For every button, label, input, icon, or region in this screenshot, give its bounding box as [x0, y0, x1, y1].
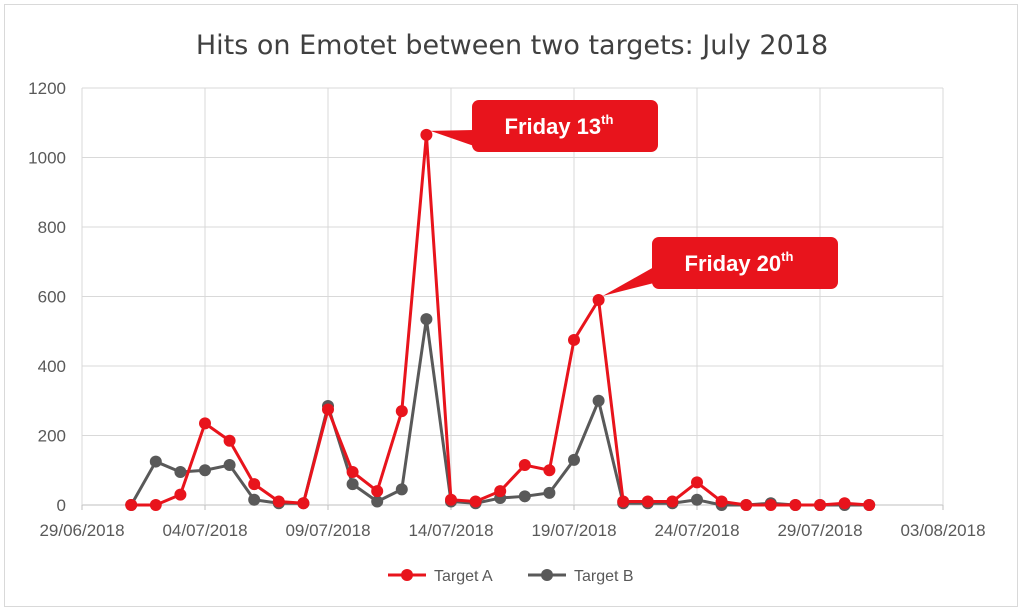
data-point-target-b — [518, 490, 531, 503]
y-tick-label: 1200 — [28, 79, 66, 98]
data-point-target-a — [420, 128, 433, 141]
callout-box — [652, 237, 838, 289]
chart-title: Hits on Emotet between two targets: July… — [196, 30, 828, 61]
legend-marker — [541, 569, 553, 581]
data-point-target-a — [641, 495, 654, 508]
data-point-target-a — [248, 478, 261, 491]
data-point-target-a — [371, 485, 384, 498]
legend-marker — [401, 569, 413, 581]
y-tick-label: 400 — [38, 357, 66, 376]
data-point-target-a — [125, 499, 138, 511]
data-point-target-a — [592, 293, 605, 306]
data-point-target-a — [518, 459, 531, 472]
x-tick-label: 09/07/2018 — [285, 521, 370, 540]
callout-box — [472, 100, 658, 152]
data-point-target-a — [199, 417, 211, 430]
data-point-target-b — [174, 465, 187, 478]
x-tick-label: 24/07/2018 — [654, 521, 739, 540]
y-tick-label: 0 — [57, 496, 66, 515]
series-target-b — [125, 313, 876, 511]
legend-label: Target B — [574, 568, 634, 585]
series-layer — [125, 128, 876, 511]
data-point-target-a — [469, 495, 482, 508]
data-point-target-b — [592, 394, 605, 407]
callout-label: Friday 13th — [505, 112, 614, 139]
data-point-target-b — [346, 478, 359, 491]
data-point-target-a — [223, 434, 236, 447]
y-tick-label: 1000 — [28, 149, 66, 168]
data-point-target-a — [666, 495, 679, 508]
data-point-target-a — [322, 403, 334, 416]
data-point-target-a — [568, 333, 580, 346]
data-point-target-a — [149, 499, 162, 511]
x-tick-label: 04/07/2018 — [162, 521, 247, 540]
callout-pointer — [602, 267, 654, 296]
data-point-target-b — [543, 486, 556, 499]
data-point-target-a — [715, 495, 728, 508]
data-point-target-b — [223, 459, 236, 472]
data-point-target-a — [789, 499, 802, 511]
data-point-target-b — [691, 493, 703, 506]
legend-item-target-a: Target A — [388, 568, 493, 585]
data-point-target-b — [248, 493, 261, 506]
data-point-target-a — [617, 495, 630, 508]
callout-2: Friday 20th — [602, 237, 838, 296]
y-tick-label: 200 — [38, 427, 66, 446]
callout-label: Friday 20th — [685, 249, 794, 276]
series-target-a — [125, 128, 876, 511]
data-point-target-a — [863, 499, 876, 511]
legend-label: Target A — [434, 568, 493, 585]
y-tick-label: 800 — [38, 218, 66, 237]
data-point-target-a — [764, 499, 777, 511]
callout-pointer — [430, 130, 474, 146]
data-point-target-b — [149, 455, 162, 468]
data-point-target-a — [814, 499, 826, 511]
data-point-target-a — [346, 465, 359, 478]
data-point-target-b — [395, 483, 408, 496]
x-tick-label: 19/07/2018 — [531, 521, 616, 540]
x-tick-label: 03/08/2018 — [900, 521, 985, 540]
legend-item-target-b: Target B — [528, 568, 634, 585]
data-point-target-a — [838, 497, 851, 510]
data-point-target-a — [395, 405, 408, 418]
y-tick-label: 600 — [38, 288, 66, 307]
data-point-target-a — [272, 495, 285, 508]
series-line-target-b — [129, 317, 870, 507]
data-point-target-a — [445, 493, 457, 506]
data-point-target-a — [174, 488, 187, 501]
data-point-target-b — [420, 313, 433, 326]
x-axis-ticks: 29/06/2018 04/07/2018 09/07/2018 14/07/2018… — [39, 521, 985, 540]
x-tick-label: 29/07/2018 — [777, 521, 862, 540]
y-axis-ticks: 0 200 400 600 800 1000 1200 — [28, 79, 66, 515]
data-point-target-a — [543, 464, 556, 477]
series-line-target-a — [131, 133, 870, 507]
data-point-target-a — [297, 497, 310, 510]
x-tick-label: 29/06/2018 — [39, 521, 124, 540]
x-tick-label: 14/07/2018 — [408, 521, 493, 540]
data-point-target-a — [740, 499, 753, 511]
data-point-target-b — [568, 453, 580, 466]
callouts: Friday 13th Friday 20th — [430, 100, 838, 296]
legend: Target A Target B — [388, 568, 634, 585]
data-point-target-a — [691, 476, 703, 489]
callout-1: Friday 13th — [430, 100, 658, 152]
data-point-target-b — [199, 464, 211, 477]
data-point-target-a — [494, 485, 507, 498]
data-point-target-b — [371, 495, 384, 508]
